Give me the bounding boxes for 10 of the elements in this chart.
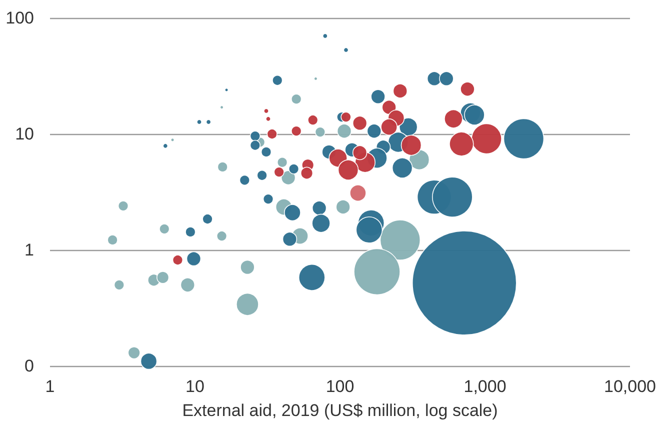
- y-tick-label: 10: [15, 124, 34, 144]
- y-tick-label: 0: [24, 356, 34, 376]
- x-tick-label: 1,000: [464, 377, 506, 396]
- x-tick-label: 100: [326, 377, 354, 396]
- x-tick-label: 1: [45, 377, 55, 396]
- x-tick-label: 10: [186, 377, 204, 396]
- x-axis-title: External aid, 2019 (US$ million, log scale): [182, 401, 498, 420]
- y-tick-label: 1: [24, 240, 34, 260]
- x-tick-label: 10,000: [604, 377, 656, 396]
- y-tick-label: 100: [6, 8, 34, 28]
